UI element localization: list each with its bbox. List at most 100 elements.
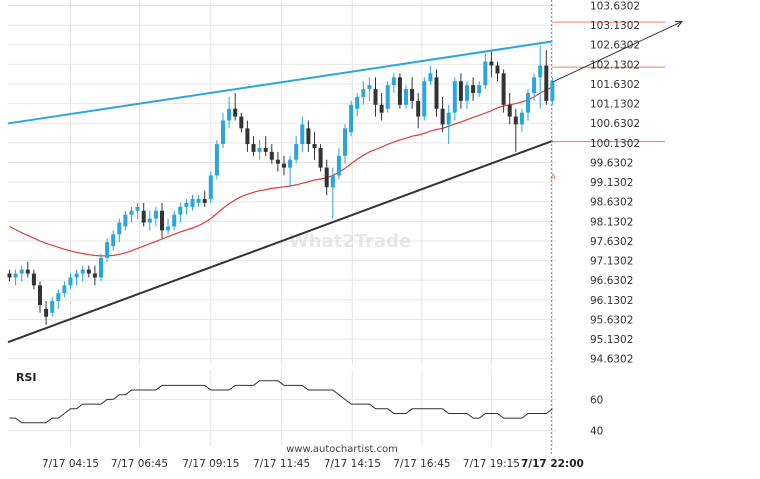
- candle-body: [330, 175, 335, 188]
- candle-body: [44, 308, 49, 317]
- candle: [324, 159, 329, 196]
- price-tick-label: 98.6302: [590, 197, 633, 209]
- candle: [312, 132, 317, 160]
- resistance-trend-line: [7, 40, 553, 125]
- candle: [208, 171, 213, 203]
- price-tick-label: 103.6302: [590, 0, 640, 12]
- candle: [306, 120, 311, 152]
- candle: [489, 49, 494, 78]
- candle: [7, 269, 12, 282]
- candle: [214, 140, 219, 180]
- moving-average-layer: [9, 86, 553, 257]
- candle: [465, 81, 469, 109]
- candle-body: [74, 273, 79, 278]
- candle: [428, 65, 433, 86]
- candle-body: [221, 120, 225, 145]
- candle: [300, 116, 305, 152]
- candle-body: [367, 85, 372, 90]
- candle: [410, 77, 415, 109]
- candle-body: [123, 214, 128, 227]
- candle-body: [166, 226, 171, 231]
- rsi-tick-label: 60: [590, 394, 603, 406]
- candle: [440, 96, 445, 133]
- rsi-title: RSI: [16, 371, 37, 384]
- candle-body: [184, 202, 189, 207]
- candle-body: [269, 151, 274, 160]
- price-tick-label: 100.1302: [590, 138, 640, 150]
- candle: [190, 195, 195, 211]
- candle-body: [446, 112, 451, 125]
- candle: [318, 144, 323, 172]
- candle-body: [483, 61, 488, 86]
- candle-body: [99, 257, 103, 278]
- candle: [178, 202, 183, 223]
- candle-body: [257, 147, 262, 152]
- candle-body: [117, 222, 122, 235]
- candle: [452, 77, 457, 121]
- candle-body: [434, 77, 439, 109]
- candle-body: [349, 104, 354, 133]
- candle: [458, 73, 463, 109]
- candle: [391, 73, 396, 94]
- forecast-arrow-head: [674, 20, 684, 28]
- candle-body: [440, 108, 445, 125]
- candle: [31, 269, 36, 290]
- candle: [355, 93, 360, 117]
- candle-body: [391, 77, 396, 86]
- candle: [288, 155, 293, 188]
- forecast-arrow-line: [552, 21, 683, 83]
- candle: [282, 155, 286, 176]
- candle-body: [263, 147, 268, 152]
- candle: [129, 206, 134, 223]
- candle-body: [147, 218, 152, 223]
- candle-body: [501, 73, 506, 105]
- candle: [532, 73, 537, 101]
- candle: [92, 265, 97, 286]
- candle: [251, 136, 256, 156]
- candle: [184, 198, 189, 215]
- candle-body: [141, 210, 146, 223]
- candle-body: [404, 89, 408, 105]
- watermark-text: What2Trade: [289, 231, 411, 252]
- candle-body: [86, 269, 91, 274]
- candle: [361, 81, 366, 105]
- candle: [245, 120, 250, 152]
- candle-body: [397, 77, 402, 105]
- candle: [50, 297, 55, 317]
- candle-body: [172, 214, 177, 227]
- candle-body: [25, 269, 30, 274]
- candle: [62, 281, 67, 298]
- candle: [269, 144, 274, 164]
- candle-body: [190, 198, 195, 207]
- candle-body: [111, 234, 116, 247]
- candle: [349, 100, 354, 137]
- candle: [135, 202, 140, 219]
- candle-body: [214, 144, 219, 176]
- candle: [141, 202, 146, 227]
- watermark: What2Trade: [289, 231, 411, 252]
- candle: [196, 195, 201, 207]
- grid-layer: [8, 0, 556, 446]
- price-tick-label: 101.1302: [590, 99, 640, 111]
- candle: [172, 210, 177, 231]
- price-tick-label: 100.6302: [590, 118, 640, 130]
- time-tick-label: 7/17 04:15: [42, 458, 99, 470]
- time-tick-label: 7/17 22:00: [521, 458, 584, 470]
- candle: [239, 112, 244, 133]
- candle-body: [526, 93, 530, 113]
- candle: [397, 73, 402, 109]
- candle: [68, 273, 73, 290]
- candle-body: [465, 85, 469, 101]
- time-tick-label: 7/17 19:15: [463, 458, 520, 470]
- candle: [111, 230, 116, 251]
- candle-body: [92, 273, 97, 278]
- candle-body: [544, 65, 549, 101]
- candle-body: [239, 116, 244, 129]
- candle: [544, 49, 549, 105]
- price-tick-label: 102.6302: [590, 40, 640, 52]
- candle-body: [385, 85, 390, 109]
- candle-body: [13, 273, 18, 278]
- candle: [19, 265, 24, 282]
- candle-body: [538, 65, 543, 78]
